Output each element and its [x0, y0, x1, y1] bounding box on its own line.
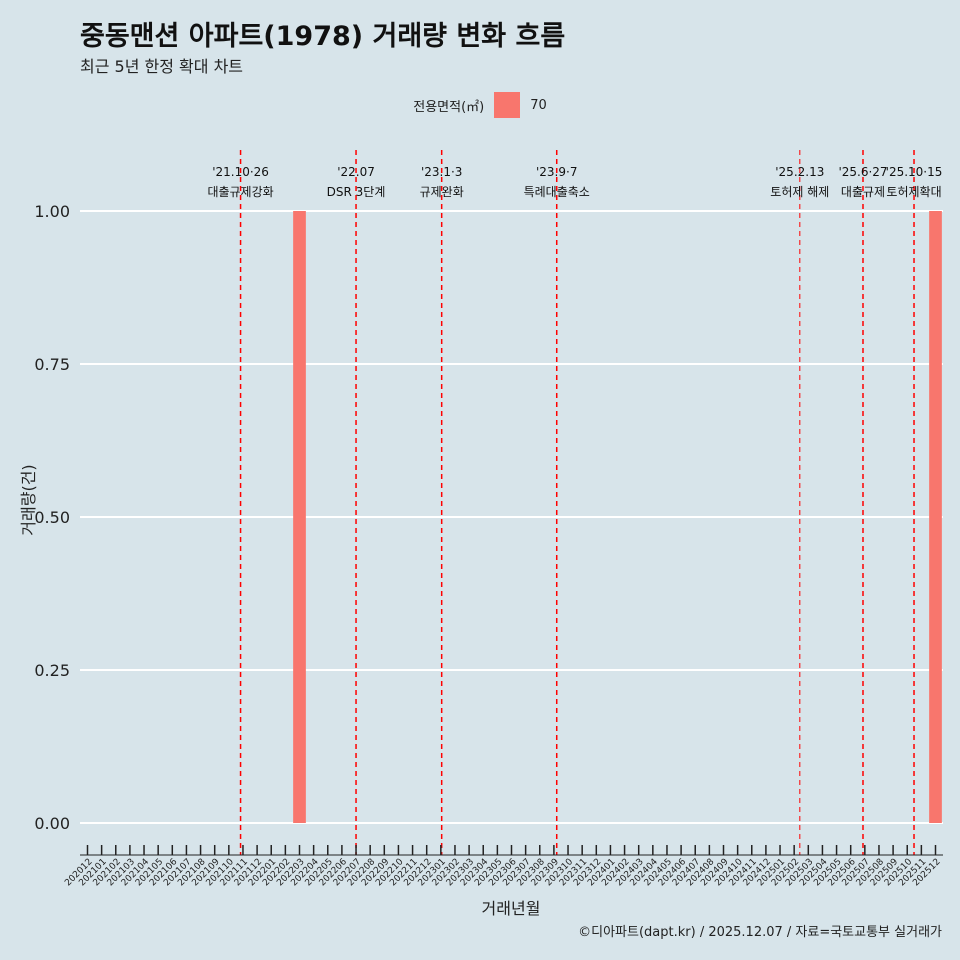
event-date-label: '23.1·3 — [421, 165, 462, 179]
event-name-label: 대출규제 — [841, 185, 885, 199]
y-tick-label: 0.00 — [34, 814, 70, 833]
legend-swatch — [494, 92, 521, 118]
chart-subtitle: 최근 5년 한정 확대 차트 — [80, 57, 244, 76]
event-date-label: '21.10·26 — [212, 165, 269, 179]
legend: 전용면적(㎡) 70 — [0, 92, 960, 118]
legend-entry-label: 70 — [530, 97, 547, 113]
x-axis-title: 거래년월 — [482, 899, 541, 918]
bar — [293, 211, 306, 823]
y-tick-label: 0.50 — [34, 508, 70, 527]
event-name-label: 특례대출축소 — [524, 185, 590, 199]
event-name-label: 토허제 해제 — [770, 185, 829, 199]
event-date-label: '25.10·15 — [886, 165, 943, 179]
y-axis-title: 거래량(건) — [19, 464, 38, 535]
event-name-label: 대출규제강화 — [207, 185, 273, 199]
bar — [929, 211, 942, 823]
event-name-label: DSR 3단계 — [327, 185, 386, 199]
event-date-label: '25.6·27 — [838, 165, 887, 179]
event-date-label: '23.9·7 — [536, 165, 577, 179]
event-name-label: 토허제확대 — [886, 185, 941, 199]
event-date-label: '22.07 — [337, 165, 375, 179]
y-tick-label: 1.00 — [34, 202, 70, 221]
source-caption: ©디아파트(dapt.kr) / 2025.12.07 / 자료=국토교통부 실… — [578, 925, 942, 940]
event-name-label: 규제완화 — [420, 185, 464, 199]
legend-title: 전용면적(㎡) — [413, 99, 485, 115]
y-tick-label: 0.25 — [34, 661, 70, 680]
event-date-label: '25.2.13 — [775, 165, 824, 179]
chart-title: 중동맨션 아파트(1978) 거래량 변화 흐름 — [80, 21, 566, 52]
y-tick-label: 0.75 — [34, 355, 70, 374]
